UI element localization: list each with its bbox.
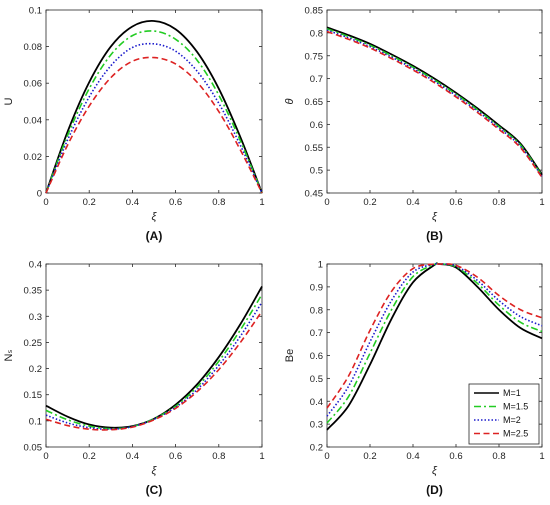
y-tick-label: 0.6 [310, 351, 323, 362]
panel-label: (A) [146, 229, 163, 243]
y-tick-label: 0.45 [305, 189, 324, 200]
series-line-M=1 [326, 26, 543, 176]
y-axis-label: Be [284, 349, 296, 362]
y-tick-label: 0.4 [29, 260, 42, 271]
y-tick-label: 0.5 [310, 374, 323, 385]
x-tick-label: 0.8 [492, 197, 505, 208]
y-tick-label: 0.7 [310, 74, 323, 85]
series-line-M=1.5 [326, 262, 543, 424]
series-line-M=1 [45, 286, 263, 429]
y-tick-label: 0.85 [305, 6, 324, 17]
legend-box [468, 383, 540, 445]
y-axis-label: Nₛ [3, 349, 15, 361]
y-tick-label: 0.8 [310, 305, 323, 316]
series-line-M=2 [45, 301, 263, 431]
x-tick-label: 0.6 [169, 451, 182, 462]
x-tick-label: 1 [539, 451, 544, 462]
x-tick-label: 0 [43, 197, 48, 208]
x-tick-label: 1 [259, 451, 264, 462]
y-tick-label: 0.35 [24, 286, 43, 297]
y-axis-label: θ [284, 98, 296, 104]
y-tick-label: 0.1 [29, 6, 42, 17]
chart-panel-4: 0 0.2 0.4 0.6 0.8 10.20.30.40.50.60.70.80.91ξ… [284, 260, 545, 498]
series-line-M=1.5 [326, 28, 543, 177]
y-tick-label: 0.02 [24, 152, 43, 163]
x-tick-label: 0.2 [363, 197, 376, 208]
y-tick-label: 0.06 [24, 79, 43, 90]
y-tick-label: 0.15 [24, 390, 43, 401]
y-tick-label: 0 [37, 189, 42, 200]
y-tick-label: 0.65 [305, 97, 324, 108]
x-tick-label: 0.2 [83, 197, 96, 208]
y-tick-label: 0.4 [310, 397, 323, 408]
x-tick-label: 0.2 [363, 451, 376, 462]
legend-entry: M=2 [503, 415, 521, 425]
x-tick-label: 0.4 [406, 451, 419, 462]
y-tick-label: 0.2 [29, 364, 42, 375]
x-axis-label: ξ [432, 465, 438, 477]
x-tick-label: 0.8 [212, 197, 225, 208]
chart-panel-1: 0 0.2 0.4 0.6 0.8 1 0 0.02 0.04 0.06 0.08 0.1 ξ U (A) [3, 6, 265, 244]
y-tick-label: 0.08 [24, 42, 43, 53]
y-tick-label: 0.8 [310, 28, 323, 39]
x-tick-label: 0.6 [449, 451, 462, 462]
panel-label: (D) [426, 483, 443, 497]
x-tick-label: 0.4 [126, 197, 139, 208]
x-tick-label: 0.6 [449, 197, 462, 208]
x-axis-label: ξ [432, 211, 438, 223]
x-tick-label: 0 [324, 197, 329, 208]
series-line-M=2.5 [45, 310, 263, 431]
y-tick-label: 1 [318, 260, 323, 271]
series-line-M=2.5 [45, 56, 263, 194]
y-tick-label: 0.04 [24, 115, 43, 126]
legend: M=1 M=1.5 M=2 M=2.5 [468, 383, 540, 445]
x-tick-label: 0.6 [169, 197, 182, 208]
y-tick-label: 0.3 [310, 420, 323, 431]
x-tick-label: 0.4 [126, 451, 139, 462]
x-tick-label: 0.8 [492, 451, 505, 462]
y-tick-label: 0.25 [24, 338, 43, 349]
y-tick-label: 0.5 [310, 166, 323, 177]
panel-label: (B) [426, 229, 443, 243]
series-line-M=2 [45, 42, 263, 194]
y-tick-label: 0.75 [305, 51, 324, 62]
x-tick-label: 1 [259, 197, 264, 208]
x-axis-label: ξ [152, 465, 158, 477]
x-tick-label: 0 [43, 451, 48, 462]
plot-area [326, 9, 543, 194]
y-tick-label: 0.7 [310, 328, 323, 339]
series-line-M=1 [45, 20, 263, 194]
x-tick-label: 0 [324, 451, 329, 462]
y-tick-label: 0.9 [310, 282, 323, 293]
y-axis-label: U [3, 97, 15, 105]
y-tick-label: 0.3 [29, 312, 42, 323]
chart-panel-3: 0 0.2 0.4 0.6 0.8 1 0.05 0.1 0.15 0.2 0.25 0.3 0.35 0… [3, 260, 265, 498]
legend-entry: M=1 [503, 388, 521, 398]
panel-label: (C) [146, 483, 163, 497]
legend-entry: M=1.5 [503, 402, 528, 412]
plot-area [45, 9, 263, 194]
x-tick-label: 0.8 [212, 451, 225, 462]
y-tick-label: 0.55 [305, 143, 324, 154]
x-axis-label: ξ [152, 211, 158, 223]
y-tick-label: 0.05 [24, 443, 43, 454]
y-tick-label: 0.2 [310, 443, 323, 454]
x-tick-label: 0.2 [83, 451, 96, 462]
series-line-M=2.5 [326, 30, 543, 178]
x-tick-label: 0.4 [406, 197, 419, 208]
series-line-M=1.5 [45, 293, 263, 430]
chart-panel-2: 0 0.2 0.4 0.6 0.8 1 0.45 0.5 0.55 0.6 0.65 0.7 0.75 0… [284, 6, 545, 244]
y-tick-label: 0.1 [29, 416, 42, 427]
plot-area [45, 263, 263, 448]
legend-entry: M=2.5 [503, 429, 528, 439]
y-tick-label: 0.6 [310, 120, 323, 131]
x-tick-label: 1 [539, 197, 544, 208]
series-line-M=2 [326, 29, 543, 177]
